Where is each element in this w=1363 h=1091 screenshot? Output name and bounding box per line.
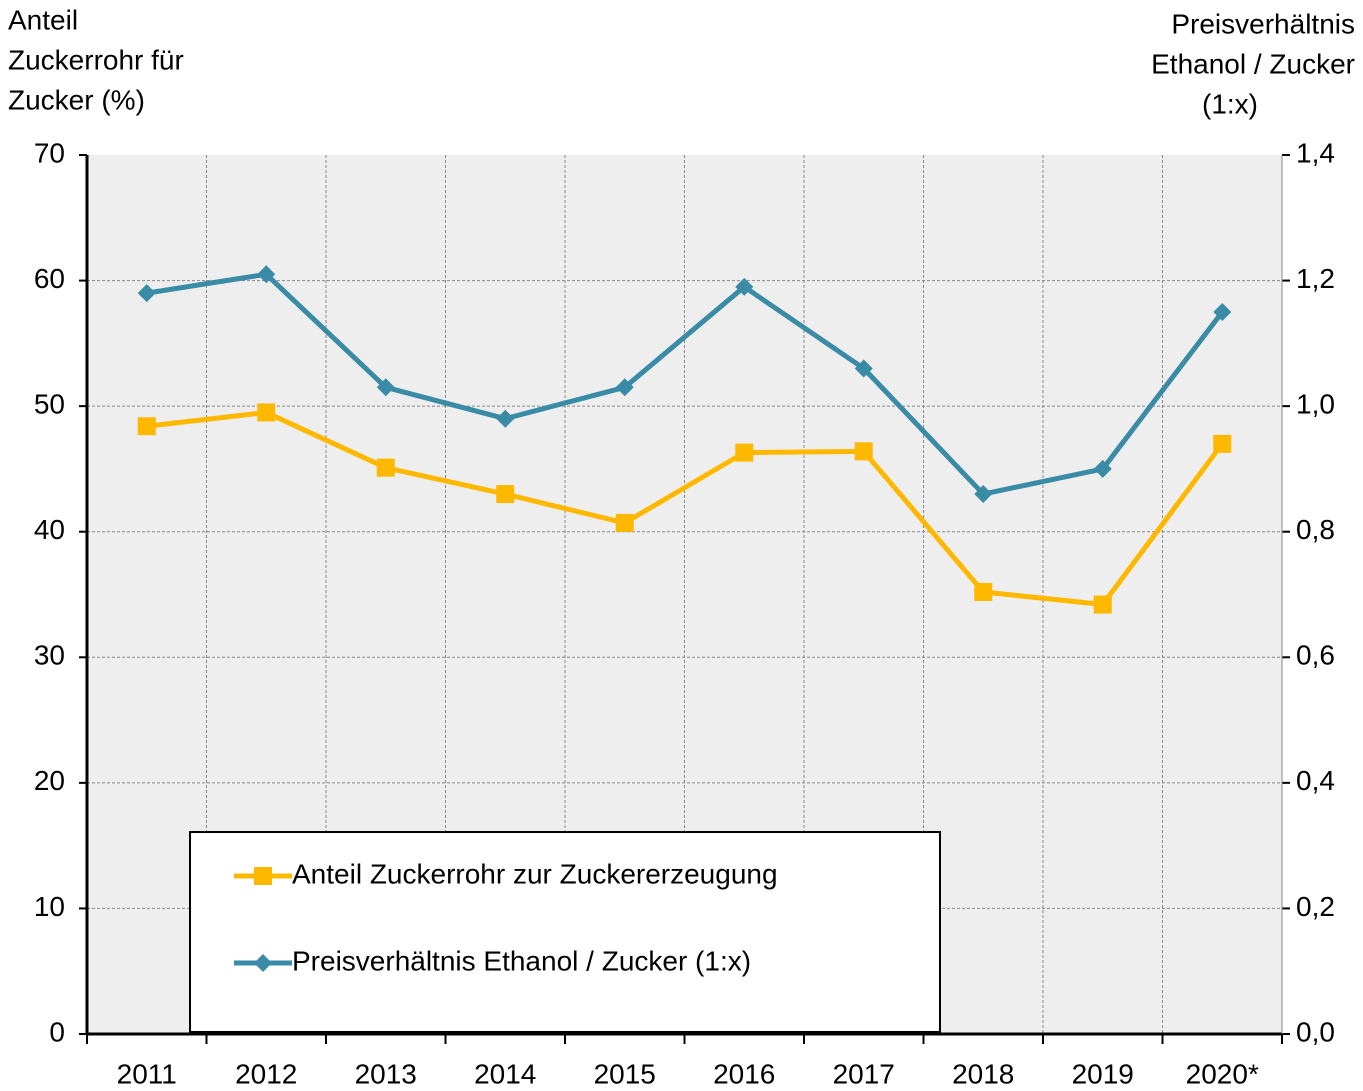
y-tick-label: 40: [34, 514, 65, 545]
data-point: [974, 582, 993, 601]
y2-tick-label: 0,8: [1296, 514, 1335, 545]
data-point: [376, 378, 395, 397]
y-axis-title: Zucker (%): [8, 84, 145, 115]
y-tick-label: 10: [34, 891, 65, 922]
y2-tick-label: 1,0: [1296, 389, 1335, 420]
x-tick-label: 2014: [474, 1058, 536, 1089]
data-point: [137, 284, 156, 303]
x-tick-label: 2011: [117, 1058, 177, 1089]
y-axis-title: Zuckerrohr für: [8, 44, 184, 75]
legend-label: Preisverhältnis Ethanol / Zucker (1:x): [292, 945, 751, 976]
x-tick-label: 2017: [833, 1058, 895, 1089]
y-tick-label: 30: [34, 640, 65, 671]
y2-axis-title: Preisverhältnis: [1171, 8, 1355, 39]
y-axis-title: Anteil: [8, 4, 78, 35]
y-tick-label: 0: [49, 1016, 65, 1047]
x-tick-label: 2012: [235, 1058, 297, 1089]
legend-box: [189, 831, 941, 1033]
data-point: [137, 417, 156, 436]
x-tick-label: 2019: [1072, 1058, 1134, 1089]
y-tick-label: 70: [34, 137, 65, 168]
y-tick-label: 60: [34, 263, 65, 294]
data-point: [1213, 434, 1232, 453]
data-point: [735, 443, 754, 462]
legend-marker: [254, 867, 272, 885]
legend-label: Anteil Zuckerrohr zur Zuckererzeugung: [292, 858, 778, 889]
data-point: [974, 485, 993, 504]
data-point: [257, 265, 276, 284]
x-tick-label: 2020*: [1186, 1058, 1259, 1089]
y2-tick-label: 1,4: [1296, 137, 1335, 168]
y-tick-label: 50: [34, 389, 65, 420]
data-point: [1093, 459, 1112, 478]
data-point: [615, 513, 634, 532]
y2-axis-title: Ethanol / Zucker: [1151, 48, 1355, 79]
data-point: [257, 403, 276, 422]
y2-tick-label: 0,6: [1296, 640, 1335, 671]
data-point: [496, 485, 515, 504]
data-point: [735, 277, 754, 296]
y-tick-label: 20: [34, 765, 65, 796]
series-line: [146, 271, 1225, 497]
y2-axis-title: (1:x): [1202, 88, 1258, 119]
x-tick-label: 2015: [594, 1058, 656, 1089]
x-tick-label: 2013: [355, 1058, 417, 1089]
data-point: [376, 458, 395, 477]
x-tick-label: 2016: [713, 1058, 775, 1089]
legend-marker: [254, 954, 272, 972]
data-point: [1213, 302, 1232, 321]
y2-tick-label: 0,0: [1296, 1016, 1335, 1047]
data-point: [854, 359, 873, 378]
y2-tick-label: 1,2: [1296, 263, 1335, 294]
data-point: [1093, 595, 1112, 614]
data-point: [854, 442, 873, 461]
x-tick-label: 2018: [952, 1058, 1014, 1089]
data-point: [496, 409, 515, 428]
data-point: [615, 378, 634, 397]
series-line: [146, 409, 1225, 608]
y2-tick-label: 0,4: [1296, 765, 1335, 796]
y2-tick-label: 0,2: [1296, 891, 1335, 922]
legend: Anteil Zuckerrohr zur Zuckererzeugung Pre…: [189, 831, 941, 1033]
